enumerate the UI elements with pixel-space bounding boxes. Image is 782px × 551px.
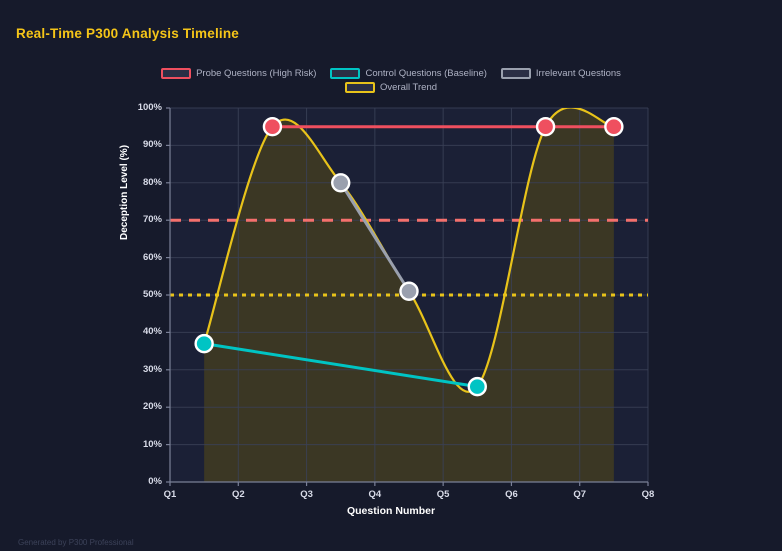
legend-row: Overall Trend — [344, 82, 438, 93]
y-axis-tick-label: 20% — [142, 401, 162, 413]
x-axis-tick-label: Q6 — [505, 489, 518, 500]
data-point-marker[interactable] — [467, 376, 487, 397]
legend-swatch-icon — [500, 68, 531, 79]
legend-swatch-icon — [344, 82, 375, 93]
legend-swatch-icon — [330, 68, 361, 79]
legend-swatch-icon — [161, 68, 192, 79]
y-axis-tick-label: 10% — [142, 438, 162, 450]
legend-label: Irrelevant Questions — [535, 68, 621, 79]
x-axis-tick-label: Q4 — [368, 489, 382, 500]
legend-label: Control Questions (Baseline) — [365, 68, 487, 79]
y-axis-tick-label: 50% — [142, 289, 162, 300]
data-point-marker[interactable] — [535, 116, 556, 137]
data-point-marker[interactable] — [262, 116, 283, 137]
x-axis-tick-label: Q2 — [231, 489, 245, 500]
legend-item[interactable]: Overall Trend — [344, 82, 438, 93]
y-axis-tick-label: 40% — [142, 326, 162, 338]
footer-note: Generated by P300 Professional — [18, 538, 134, 547]
legend-label: Probe Questions (High Risk) — [196, 68, 317, 79]
y-axis-tick-label: 80% — [142, 176, 162, 188]
y-axis-tick-label: 70% — [142, 214, 162, 226]
legend-item[interactable]: Probe Questions (High Risk) — [161, 68, 316, 79]
x-axis-tick-label: Q1 — [163, 489, 177, 500]
data-point-marker[interactable] — [604, 116, 624, 137]
y-axis-title: Deception Level (%) — [119, 144, 130, 240]
x-axis-tick-label: Q7 — [573, 489, 587, 500]
page-title: Real-Time P300 Analysis Timeline — [16, 26, 240, 41]
legend-item[interactable]: Irrelevant Questions — [500, 68, 621, 79]
y-axis-tick-label: 100% — [137, 102, 162, 113]
y-axis-tick-label: 60% — [142, 251, 162, 263]
data-point-marker[interactable] — [194, 333, 214, 354]
data-point-marker[interactable] — [399, 281, 419, 301]
x-axis-tick-label: Q8 — [641, 489, 655, 500]
legend-row: Probe Questions (High Risk) Control Quest… — [161, 68, 621, 79]
data-point-marker[interactable] — [331, 173, 351, 193]
y-axis-tick-label: 30% — [142, 363, 162, 375]
y-axis-tick-label: 0% — [148, 476, 162, 487]
series-line-irrelevant-questions — [339, 181, 411, 293]
legend-item[interactable]: Control Questions (Baseline) — [330, 68, 487, 79]
x-axis-tick-label: Q5 — [436, 489, 450, 500]
chart-legend: Probe Questions (High Risk) Control Quest… — [0, 68, 782, 93]
x-axis-title: Question Number — [346, 505, 436, 517]
legend-label: Overall Trend — [379, 82, 438, 93]
x-axis-tick-label: Q3 — [300, 489, 313, 500]
series-line-control-questions-baseline — [202, 342, 479, 389]
y-axis-tick-label: 90% — [142, 139, 162, 151]
